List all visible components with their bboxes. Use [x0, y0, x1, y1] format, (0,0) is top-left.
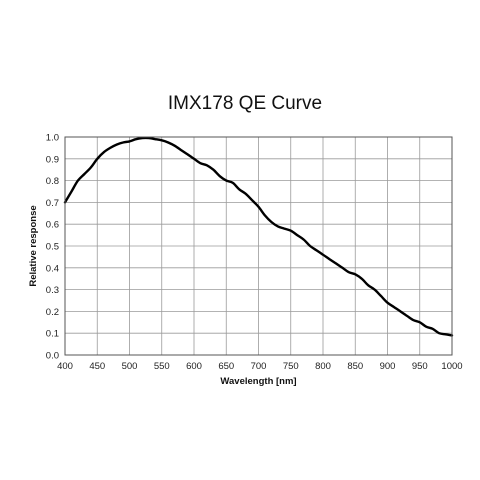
y-tick-label: 0.0	[46, 351, 59, 362]
qe-data-point	[128, 140, 131, 142]
qe-data-point	[361, 278, 363, 280]
qe-data-point	[354, 273, 356, 275]
qe-data-point	[386, 302, 389, 304]
tick-layer: 400 450 500 550 600 650 700 750 800 850 900 950 1000…	[46, 133, 463, 373]
qe-data-point	[438, 332, 440, 334]
qe-data-point	[154, 138, 156, 140]
qe-data-point	[315, 249, 318, 251]
qe-data-point	[251, 199, 253, 201]
y-tick-label: 0.3	[46, 285, 59, 296]
qe-data-point	[193, 158, 195, 160]
qe-data-point	[380, 295, 382, 297]
y-tick-label: 0.6	[46, 220, 59, 231]
qe-data-point	[419, 321, 421, 323]
qe-data-point	[148, 137, 150, 139]
qe-data-point	[219, 175, 221, 177]
qe-data-point	[90, 166, 92, 169]
y-tick-label: 0.7	[46, 198, 59, 209]
qe-data-point	[257, 206, 260, 208]
x-tick-label: 700	[251, 361, 267, 372]
qe-data-point	[245, 193, 247, 195]
qe-data-point	[406, 315, 408, 317]
y-tick-label: 1.0	[46, 133, 59, 144]
qe-data-point	[277, 225, 279, 227]
qe-data-point	[264, 214, 266, 217]
plot-frame	[64, 136, 453, 356]
qe-data-point	[212, 169, 214, 171]
qe-data-point	[399, 310, 401, 312]
series-layer	[63, 136, 454, 337]
qe-data-point	[77, 180, 79, 182]
qe-data-point	[135, 138, 137, 140]
x-tick-label: 500	[122, 361, 138, 372]
y-tick-label: 0.2	[46, 307, 59, 318]
qe-data-point	[238, 188, 240, 190]
x-tick-label: 550	[154, 361, 170, 372]
qe-data-point	[232, 182, 234, 184]
y-tick-label: 0.1	[46, 329, 59, 340]
x-tick-label: 950	[412, 361, 428, 372]
qe-data-point	[309, 245, 311, 247]
x-tick-label: 800	[315, 361, 331, 372]
x-tick-label: 900	[380, 361, 396, 372]
grid-layer	[64, 136, 453, 356]
qe-data-point	[141, 137, 143, 139]
qe-data-point	[348, 271, 350, 273]
qe-data-point	[174, 145, 176, 147]
qe-data-point	[444, 333, 447, 335]
qe-data-point	[412, 319, 414, 321]
x-tick-label: 600	[186, 361, 202, 372]
y-tick-label: 0.9	[46, 154, 59, 165]
qe-data-point	[83, 173, 85, 175]
qe-data-point	[122, 141, 124, 144]
x-tick-label: 400	[57, 361, 73, 372]
qe-data-point	[328, 258, 331, 260]
y-tick-label: 0.4	[46, 263, 59, 274]
x-tick-label: 650	[218, 361, 234, 372]
qe-data-point	[290, 230, 292, 232]
qe-data-point	[96, 158, 98, 160]
qe-data-point	[393, 306, 395, 308]
y-axis-label: Relative response	[28, 205, 39, 286]
qe-data-point	[161, 139, 163, 141]
qe-data-point	[303, 238, 305, 241]
qe-data-point	[103, 151, 105, 153]
qe-data-point	[167, 141, 169, 144]
qe-data-point	[335, 262, 337, 265]
x-tick-label: 850	[347, 361, 363, 372]
qe-data-point	[116, 144, 118, 146]
x-tick-label: 450	[89, 361, 105, 372]
chart-title: IMX178 QE Curve	[168, 93, 322, 114]
qe-data-point	[322, 254, 324, 256]
qe-data-point	[341, 267, 343, 269]
y-tick-label: 0.5	[46, 242, 59, 253]
qe-data-point	[199, 162, 202, 164]
qe-data-point	[186, 153, 189, 156]
x-axis-label: Wavelength [nm]	[220, 376, 296, 387]
qe-data-point	[367, 284, 369, 286]
qe-data-point	[70, 190, 73, 193]
qe-data-point	[425, 326, 427, 328]
qe-data-point	[270, 221, 272, 223]
x-tick-label: 750	[283, 361, 299, 372]
qe-data-point	[296, 234, 298, 236]
qe-data-point	[206, 164, 208, 166]
qe-data-point	[283, 227, 285, 230]
qe-data-point	[225, 180, 227, 182]
x-tick-label: 1000	[441, 361, 462, 372]
qe-data-point	[109, 147, 111, 149]
qe-data-point	[374, 289, 376, 291]
qe-data-point	[180, 149, 182, 151]
y-tick-label: 0.8	[46, 176, 59, 187]
qe-data-point	[432, 328, 434, 330]
